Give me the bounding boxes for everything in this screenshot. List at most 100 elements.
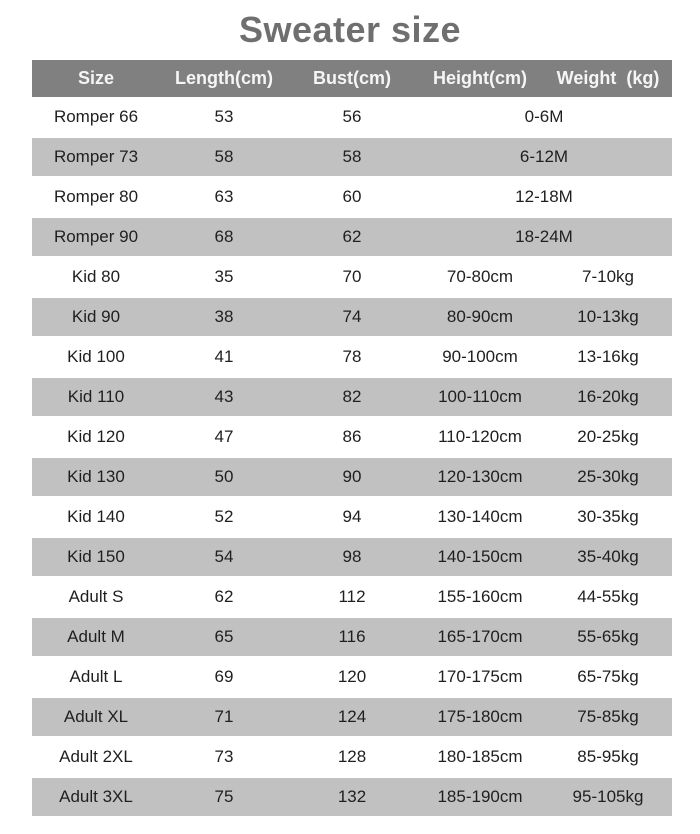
table-cell: 25-30kg — [577, 467, 639, 486]
table-cell: 73 — [214, 747, 234, 766]
table-row: Adult 3XL 75 132 185-190cm 95-105kg — [32, 777, 672, 817]
table-cell: 52 — [214, 507, 234, 526]
table-cell: 110-120cm — [438, 427, 522, 446]
table-cell: 62 — [342, 227, 362, 246]
table-cell: 100-110cm — [438, 387, 522, 406]
size-table: Size Length(cm) Bust(cm) Height(cm) Weight (… — [32, 60, 672, 817]
table-row: Romper 80 63 60 12-18M — [32, 177, 672, 217]
table-row: Adult M 65 116 165-170cm 55-65kg — [32, 617, 672, 657]
table-cell: 16-20kg — [577, 387, 639, 406]
table-cell: 71 — [214, 707, 234, 726]
page-title: Sweater size — [238, 9, 462, 50]
table-row: Adult 2XL 73 128 180-185cm 85-95kg — [32, 737, 672, 777]
table-cell: Romper 80 — [53, 187, 139, 206]
table-cell: 18-24M — [515, 227, 573, 246]
table-cell: 56 — [342, 107, 362, 126]
table-cell: 155-160cm — [437, 587, 523, 606]
table-cell: Kid 80 — [71, 267, 121, 286]
table-cell: 170-175cm — [437, 667, 523, 686]
table-cell: 6-12M — [519, 147, 569, 166]
table-cell: 120 — [337, 667, 367, 686]
table-cell: 50 — [214, 467, 234, 486]
table-row: Kid 90 38 74 80-90cm 10-13kg — [32, 297, 672, 337]
table-cell: 80-90cm — [446, 307, 514, 326]
table-row: Kid 120 47 86 110-120cm 20-25kg — [32, 417, 672, 457]
table-cell: 132 — [337, 787, 367, 806]
table-cell: 78 — [342, 347, 362, 366]
table-cell: 130-140cm — [437, 507, 523, 526]
table-body: Romper 66 53 56 0-6M Romper 73 58 58 6-12M Rompe… — [32, 97, 672, 817]
table-cell: Kid 100 — [67, 347, 125, 366]
table-cell: 47 — [214, 427, 234, 446]
table-cell: 68 — [214, 227, 234, 246]
table-row: Adult L 69 120 170-175cm 65-75kg — [32, 657, 672, 697]
table-row: Romper 90 68 62 18-24M — [32, 217, 672, 257]
table-cell: 35 — [214, 267, 234, 286]
table-cell: Adult XL — [63, 707, 129, 726]
table-cell: 65-75kg — [577, 667, 639, 686]
table-row: Adult S 62 112 155-160cm 44-55kg — [32, 577, 672, 617]
table-header-row: Size Length(cm) Bust(cm) Height(cm) Weight (… — [32, 60, 672, 97]
table-cell: Romper 73 — [53, 147, 139, 166]
table-cell: 90-100cm — [442, 347, 518, 366]
table-cell: 13-16kg — [577, 347, 639, 366]
table-cell: 128 — [337, 747, 367, 766]
table-cell: 35-40kg — [577, 547, 639, 566]
table-cell: Adult L — [69, 667, 123, 686]
table-cell: 58 — [214, 147, 234, 166]
table-cell: 60 — [342, 187, 362, 206]
table-cell: 65 — [214, 627, 234, 646]
table-cell: Romper 90 — [53, 227, 139, 246]
table-cell: Adult 3XL — [59, 787, 133, 806]
table-row: Kid 80 35 70 70-80cm 7-10kg — [32, 257, 672, 297]
table-cell: 54 — [214, 547, 234, 566]
table-cell: 175-180cm — [437, 707, 523, 726]
table-cell: 20-25kg — [577, 427, 639, 446]
table-cell: 53 — [214, 107, 234, 126]
table-cell: 62 — [214, 587, 234, 606]
table-cell: 95-105kg — [572, 787, 644, 806]
table-cell: 124 — [337, 707, 367, 726]
table-cell: 0-6M — [524, 107, 564, 126]
table-cell: 180-185cm — [437, 747, 523, 766]
column-header: Bust(cm) — [312, 68, 391, 88]
table-cell: Adult 2XL — [59, 747, 133, 766]
table-cell: 63 — [214, 187, 234, 206]
table-cell: Romper 66 — [53, 107, 139, 126]
table-row: Kid 150 54 98 140-150cm 35-40kg — [32, 537, 672, 577]
table-cell: 140-150cm — [437, 547, 523, 566]
table-cell: 44-55kg — [577, 587, 639, 606]
table-cell: 85-95kg — [577, 747, 639, 766]
table-cell: Kid 130 — [67, 467, 125, 486]
table-cell: 98 — [342, 547, 362, 566]
table-cell: Kid 110 — [67, 387, 125, 406]
table-cell: Kid 140 — [67, 507, 125, 526]
column-header: Length(cm) — [175, 68, 273, 88]
table-cell: Adult M — [67, 627, 125, 646]
table-cell: 38 — [214, 307, 234, 326]
table-cell: 69 — [214, 667, 234, 686]
table-cell: 82 — [342, 387, 362, 406]
table-row: Kid 100 41 78 90-100cm 13-16kg — [32, 337, 672, 377]
table-cell: 74 — [342, 307, 362, 326]
table-row: Romper 73 58 58 6-12M — [32, 137, 672, 177]
table-row: Kid 140 52 94 130-140cm 30-35kg — [32, 497, 672, 537]
table-cell: 70 — [342, 267, 362, 286]
table-cell: Kid 120 — [67, 427, 125, 446]
table-cell: 30-35kg — [577, 507, 639, 526]
table-cell: 12-18M — [515, 187, 573, 206]
table-cell: 7-10kg — [582, 267, 634, 286]
table-cell: 75-85kg — [577, 707, 639, 726]
table-row: Adult XL 71 124 175-180cm 75-85kg — [32, 697, 672, 737]
table-cell: 41 — [214, 347, 234, 366]
table-row: Kid 130 50 90 120-130cm 25-30kg — [32, 457, 672, 497]
table-cell: 10-13kg — [577, 307, 639, 326]
table-cell: 86 — [342, 427, 362, 446]
table-cell: 185-190cm — [437, 787, 523, 806]
table-cell: 165-170cm — [437, 627, 523, 646]
table-cell: Kid 90 — [71, 307, 121, 326]
table-cell: 94 — [342, 507, 362, 526]
table-cell: 43 — [214, 387, 234, 406]
column-header: Height(cm) — [433, 68, 527, 88]
table-row: Romper 66 53 56 0-6M — [32, 97, 672, 137]
